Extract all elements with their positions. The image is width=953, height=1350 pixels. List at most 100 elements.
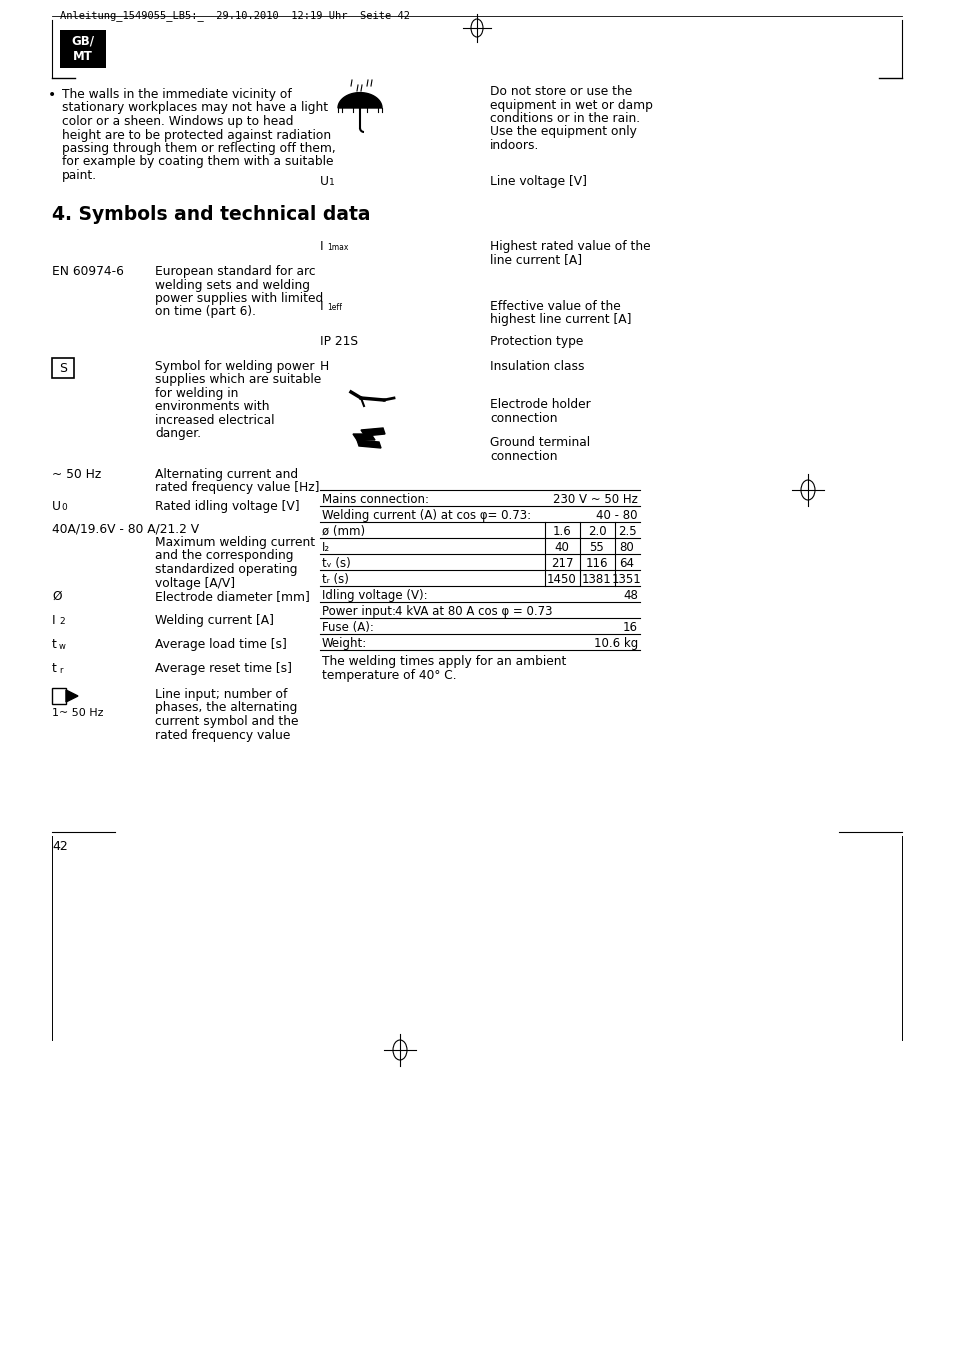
Text: height are to be protected against radiation: height are to be protected against radia… — [62, 128, 331, 142]
Text: Line input; number of: Line input; number of — [154, 688, 287, 701]
Text: Alternating current and: Alternating current and — [154, 468, 297, 481]
Text: IP 21S: IP 21S — [319, 335, 357, 348]
Text: standardized operating: standardized operating — [154, 563, 297, 576]
Text: passing through them or reflecting off them,: passing through them or reflecting off t… — [62, 142, 335, 155]
Text: Weight:: Weight: — [322, 637, 367, 649]
Text: •: • — [48, 88, 56, 103]
Text: 1450: 1450 — [547, 572, 577, 586]
Text: equipment in wet or damp: equipment in wet or damp — [490, 99, 652, 112]
Text: U: U — [319, 176, 329, 188]
Text: Insulation class: Insulation class — [490, 360, 584, 373]
Text: for example by coating them with a suitable: for example by coating them with a suita… — [62, 155, 334, 169]
Text: rated frequency value: rated frequency value — [154, 729, 290, 741]
Text: line current [A]: line current [A] — [490, 254, 581, 266]
Text: increased electrical: increased electrical — [154, 414, 274, 427]
Text: Use the equipment only: Use the equipment only — [490, 126, 637, 139]
Polygon shape — [353, 433, 375, 440]
Text: 40: 40 — [554, 541, 569, 554]
Text: current symbol and the: current symbol and the — [154, 716, 298, 728]
Text: Protection type: Protection type — [490, 335, 583, 348]
Text: I₂: I₂ — [322, 541, 330, 554]
Text: 2: 2 — [59, 617, 65, 626]
Text: 16: 16 — [622, 621, 638, 634]
Text: 217: 217 — [550, 558, 573, 570]
Text: r: r — [59, 666, 63, 675]
Text: Mains connection:: Mains connection: — [322, 493, 429, 506]
Text: U: U — [52, 500, 61, 513]
Text: conditions or in the rain.: conditions or in the rain. — [490, 112, 639, 126]
Polygon shape — [356, 440, 380, 448]
Text: welding sets and welding: welding sets and welding — [154, 278, 310, 292]
Text: 0: 0 — [61, 504, 67, 512]
Text: connection: connection — [490, 412, 557, 424]
Text: t: t — [52, 662, 57, 675]
Text: connection: connection — [490, 450, 557, 463]
Polygon shape — [360, 428, 385, 436]
Text: GB/
MT: GB/ MT — [71, 35, 94, 63]
Text: color or a sheen. Windows up to head: color or a sheen. Windows up to head — [62, 115, 294, 128]
Text: ~ 50 Hz: ~ 50 Hz — [52, 468, 101, 481]
Text: on time (part 6).: on time (part 6). — [154, 305, 255, 319]
Text: Electrode holder: Electrode holder — [490, 398, 590, 410]
Text: 2.0: 2.0 — [587, 525, 606, 539]
Text: Ø: Ø — [52, 590, 62, 603]
Text: Rated idling voltage [V]: Rated idling voltage [V] — [154, 500, 299, 513]
Text: tᵣ (s): tᵣ (s) — [322, 572, 349, 586]
Text: Idling voltage (V):: Idling voltage (V): — [322, 589, 427, 602]
Text: phases, the alternating: phases, the alternating — [154, 702, 297, 714]
Text: Average reset time [s]: Average reset time [s] — [154, 662, 292, 675]
Text: environments with: environments with — [154, 401, 269, 413]
Text: and the corresponding: and the corresponding — [154, 549, 294, 563]
Text: 64: 64 — [618, 558, 634, 570]
Text: I: I — [319, 300, 323, 313]
Text: 1max: 1max — [327, 243, 348, 252]
Text: 40 - 80: 40 - 80 — [596, 509, 638, 522]
Text: I: I — [319, 240, 323, 252]
Text: S: S — [59, 362, 67, 374]
Text: 1eff: 1eff — [327, 302, 341, 312]
Text: 4. Symbols and technical data: 4. Symbols and technical data — [52, 205, 370, 224]
Text: Maximum welding current: Maximum welding current — [154, 536, 314, 549]
Text: Symbol for welding power: Symbol for welding power — [154, 360, 314, 373]
Text: 55: 55 — [589, 541, 604, 554]
Text: power supplies with limited: power supplies with limited — [154, 292, 323, 305]
Text: for welding in: for welding in — [154, 387, 238, 400]
Text: 230 V ~ 50 Hz: 230 V ~ 50 Hz — [553, 493, 638, 506]
Text: 1351: 1351 — [612, 572, 641, 586]
Text: Line voltage [V]: Line voltage [V] — [490, 176, 586, 188]
Text: 2.5: 2.5 — [617, 525, 636, 539]
Bar — [60, 30, 106, 68]
Text: EN 60974-6: EN 60974-6 — [52, 265, 124, 278]
Text: 116: 116 — [585, 558, 608, 570]
Text: 1: 1 — [329, 178, 335, 188]
Text: voltage [A/V]: voltage [A/V] — [154, 576, 234, 590]
Text: The welding times apply for an ambient: The welding times apply for an ambient — [322, 655, 566, 668]
Text: Welding current (A) at cos φ= 0.73:: Welding current (A) at cos φ= 0.73: — [322, 509, 531, 522]
Text: 1.6: 1.6 — [552, 525, 571, 539]
Text: t: t — [52, 639, 57, 651]
Text: danger.: danger. — [154, 428, 201, 440]
Bar — [52, 688, 66, 703]
Text: Electrode diameter [mm]: Electrode diameter [mm] — [154, 590, 310, 603]
Text: 48: 48 — [622, 589, 638, 602]
Text: Ground terminal: Ground terminal — [490, 436, 590, 450]
Text: 1381: 1381 — [581, 572, 611, 586]
Text: The walls in the immediate vicinity of: The walls in the immediate vicinity of — [62, 88, 292, 101]
Text: 4 kVA at 80 A cos φ = 0.73: 4 kVA at 80 A cos φ = 0.73 — [395, 605, 552, 618]
Text: indoors.: indoors. — [490, 139, 538, 153]
Text: I: I — [52, 614, 55, 626]
Text: rated frequency value [Hz]: rated frequency value [Hz] — [154, 482, 319, 494]
Text: 80: 80 — [619, 541, 634, 554]
Text: Welding current [A]: Welding current [A] — [154, 614, 274, 626]
Text: stationary workplaces may not have a light: stationary workplaces may not have a lig… — [62, 101, 328, 115]
Text: Anleitung_1549055_LB5:_  29.10.2010  12:19 Uhr  Seite 42: Anleitung_1549055_LB5:_ 29.10.2010 12:19… — [60, 9, 410, 20]
Text: Power input:: Power input: — [322, 605, 395, 618]
Text: 10.6 kg: 10.6 kg — [593, 637, 638, 649]
Text: 40A/19.6V - 80 A/21.2 V: 40A/19.6V - 80 A/21.2 V — [52, 522, 199, 536]
Polygon shape — [66, 690, 78, 702]
Text: paint.: paint. — [62, 169, 97, 182]
Text: 1~ 50 Hz: 1~ 50 Hz — [52, 707, 103, 718]
Text: Do not store or use the: Do not store or use the — [490, 85, 632, 99]
Text: European standard for arc: European standard for arc — [154, 265, 315, 278]
Text: w: w — [59, 643, 66, 651]
